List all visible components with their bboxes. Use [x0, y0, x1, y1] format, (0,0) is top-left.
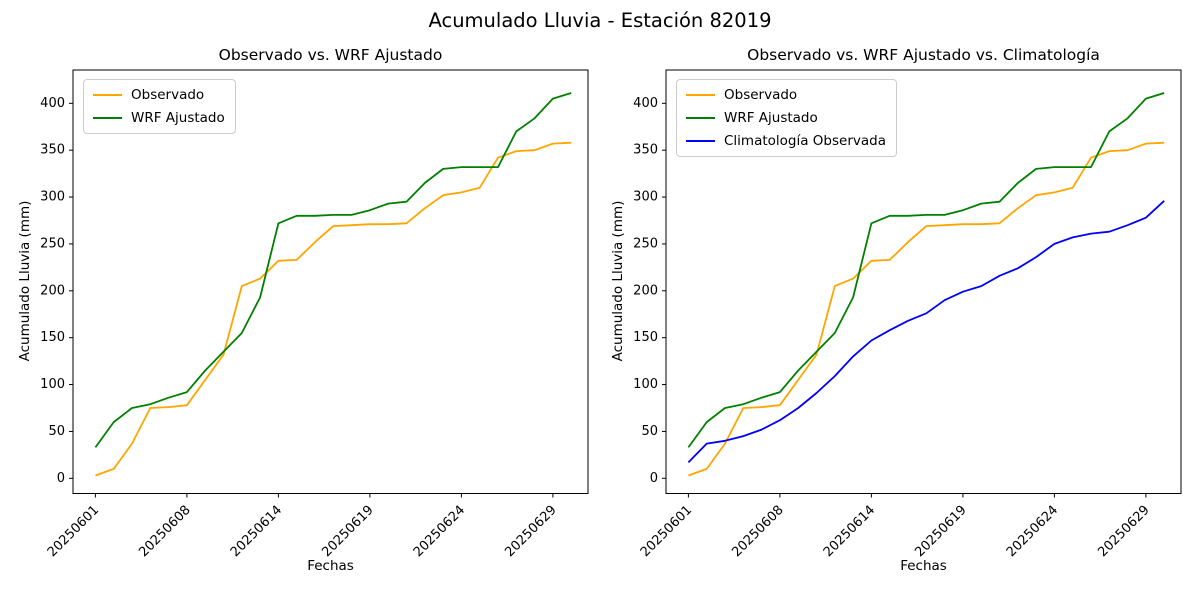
series-line-wrf-ajustado — [94, 92, 572, 448]
left-y-tick-label: 300 — [40, 190, 65, 205]
right-y-tick-label: 50 — [641, 424, 658, 439]
legend-line-swatch — [686, 140, 715, 142]
left-x-tick-label: 20250624 — [411, 503, 468, 560]
legend-entry-observado: Observado — [93, 86, 225, 104]
left-x-tick-label: 20250619 — [319, 503, 376, 560]
right-y-tick-label: 300 — [633, 190, 658, 205]
legend-entry-wrf-ajustado: WRF Ajustado — [686, 109, 886, 127]
legend-label: Observado — [724, 87, 798, 103]
series-line-observado — [95, 141, 572, 477]
right-x-tick-label: 20250601 — [638, 503, 695, 560]
right-y-tick-label: 250 — [633, 236, 658, 251]
right-chart-legend: Observado WRF Ajustado Climatología Observ… — [676, 79, 897, 157]
left-chart-spines — [72, 69, 589, 494]
legend-label: Climatología Observada — [724, 133, 886, 149]
right-chart-spines — [665, 69, 1182, 494]
right-y-tick-label: 350 — [633, 143, 658, 158]
legend-line-swatch — [686, 117, 715, 119]
right-x-tick-label: 20250608 — [729, 503, 786, 560]
figure-suptitle: Acumulado Lluvia - Estación 82019 — [428, 9, 772, 32]
left-y-tick-label: 0 — [57, 471, 65, 486]
legend-entry-climatolog-a-observada: Climatología Observada — [686, 132, 886, 150]
right-chart-title: Observado vs. WRF Ajustado vs. Climatolo… — [747, 46, 1100, 64]
right-y-tick-label: 150 — [633, 330, 658, 345]
left-y-tick-label: 200 — [40, 283, 65, 298]
right-x-tick-label: 20250629 — [1095, 503, 1152, 560]
series-line-observado — [688, 141, 1165, 477]
legend-label: Observado — [131, 87, 205, 103]
left-y-tick-label: 150 — [40, 330, 65, 345]
right-x-tick-label: 20250624 — [1004, 503, 1061, 560]
legend-label: WRF Ajustado — [131, 110, 225, 126]
series-line-wrf-ajustado — [687, 92, 1165, 448]
left-chart-legend: Observado WRF Ajustado — [83, 79, 236, 134]
right-chart-ylabel: Acumulado Lluvia (mm) — [610, 200, 626, 362]
right-x-tick-label: 20250619 — [912, 503, 969, 560]
legend-entry-wrf-ajustado: WRF Ajustado — [93, 109, 225, 127]
left-x-tick-label: 20250601 — [45, 503, 102, 560]
right-y-tick-label: 200 — [633, 283, 658, 298]
left-y-tick-label: 250 — [40, 236, 65, 251]
legend-line-swatch — [93, 94, 122, 96]
left-x-tick-label: 20250614 — [228, 503, 285, 560]
left-y-tick-label: 350 — [40, 143, 65, 158]
left-chart-ylabel: Acumulado Lluvia (mm) — [17, 200, 33, 362]
legend-label: WRF Ajustado — [724, 110, 818, 126]
left-x-tick-label: 20250608 — [136, 503, 193, 560]
left-y-tick-label: 400 — [40, 96, 65, 111]
left-x-tick-label: 20250629 — [502, 503, 559, 560]
legend-line-swatch — [686, 94, 715, 96]
left-chart-xlabel: Fechas — [307, 558, 354, 574]
left-y-tick-label: 50 — [48, 424, 65, 439]
right-y-tick-label: 400 — [633, 96, 658, 111]
right-y-tick-label: 100 — [633, 377, 658, 392]
right-x-tick-label: 20250614 — [821, 503, 878, 560]
right-chart-xlabel: Fechas — [900, 558, 947, 574]
legend-line-swatch — [93, 117, 122, 119]
series-line-climatolog-a-observada — [687, 200, 1165, 464]
left-y-tick-label: 100 — [40, 377, 65, 392]
right-y-tick-label: 0 — [650, 471, 658, 486]
legend-entry-observado: Observado — [686, 86, 886, 104]
left-chart-title: Observado vs. WRF Ajustado — [218, 46, 443, 64]
